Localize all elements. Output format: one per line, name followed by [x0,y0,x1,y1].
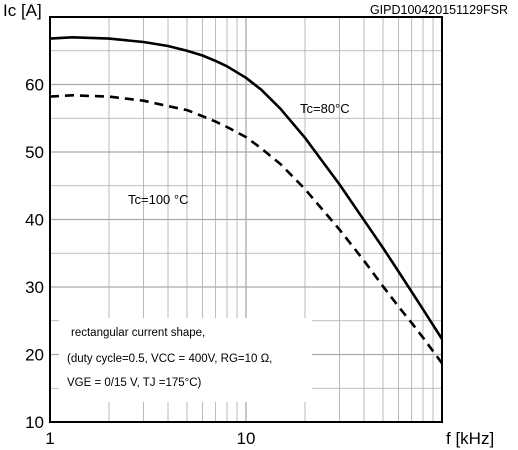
plot-frame [49,16,443,423]
x-tick-labels: 1 10 [45,429,255,448]
y-tick-labels: 10 20 30 40 50 60 [25,76,44,433]
series-line-tc100 [49,94,444,365]
series-label-100: Tc=100 °C [128,192,188,207]
y-axis-label: Ic [A] [3,1,42,20]
y-tick-label: 10 [25,413,44,432]
series-lines [49,35,444,365]
x-tick-label: 10 [237,429,256,448]
figure-id: GIPD100420151129FSR [370,3,508,17]
x-axis-label: f [kHz] [446,429,494,448]
series-label-80: Tc=80°C [300,101,350,116]
y-tick-label: 40 [25,211,44,230]
note-line-3: VGE = 0/15 V, TJ =175°C) [67,377,202,389]
series-line-tc80 [49,35,444,340]
x-tick-label: 1 [45,429,54,448]
note-box [59,318,312,402]
y-tick-label: 50 [25,143,44,162]
note-line-2: (duty cycle=0.5, VCC = 400V, RG=10 Ω, [67,353,272,365]
y-tick-label: 60 [25,76,44,95]
y-tick-label: 30 [25,278,44,297]
y-tick-label: 20 [25,346,44,365]
note-line-1: rectangular current shape, [71,327,205,339]
